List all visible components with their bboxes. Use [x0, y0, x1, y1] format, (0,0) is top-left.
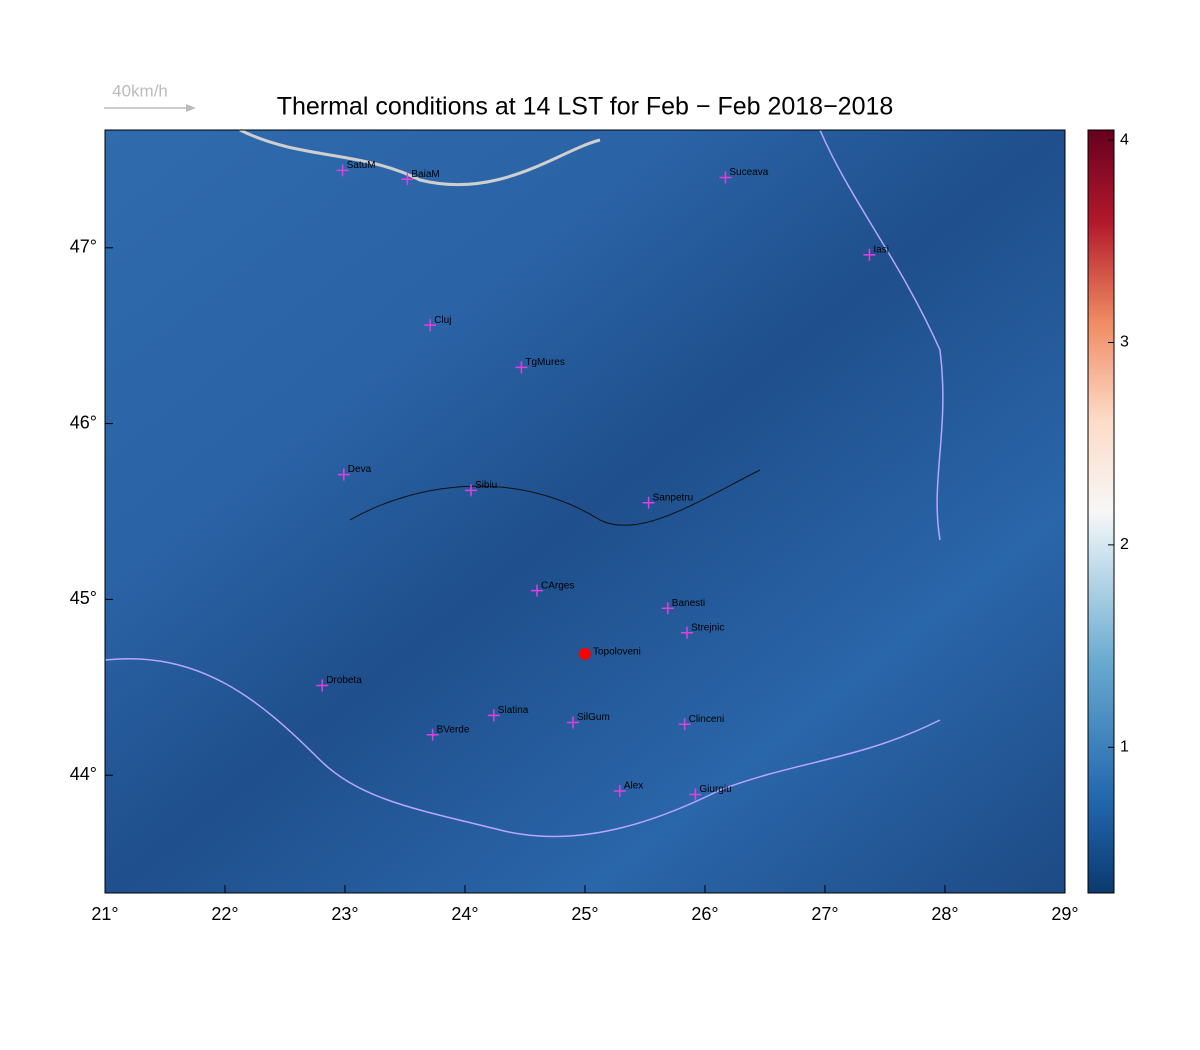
city-label: Strejnic: [691, 622, 724, 633]
colorbar-tick-label: 4: [1120, 131, 1129, 148]
city-label: BVerde: [437, 724, 470, 735]
y-tick-label: 45°: [70, 588, 97, 608]
city-marker: [689, 788, 702, 801]
city-marker: [337, 468, 350, 481]
city-label: Drobeta: [326, 675, 362, 686]
y-tick-label: 44°: [70, 764, 97, 784]
highlight-marker: [579, 647, 591, 660]
city-marker: [336, 164, 349, 177]
wind-legend-label: 40km/h: [112, 81, 168, 100]
wind-legend-arrowhead: [186, 104, 196, 112]
city-marker: [567, 716, 579, 729]
river-danube: [104, 658, 941, 838]
city-marker: [487, 709, 500, 722]
contour: [349, 469, 761, 526]
city-label: Suceava: [729, 167, 768, 178]
city-label: BaiaM: [411, 169, 439, 180]
city-label: Sibiu: [475, 480, 497, 491]
x-tick-label: 25°: [571, 904, 598, 924]
title: Thermal conditions at 14 LST for Feb − F…: [277, 93, 894, 121]
city-marker: [465, 484, 477, 497]
city-marker: [681, 626, 693, 639]
city-label: Alex: [624, 781, 643, 792]
city-label: Iasi: [873, 244, 889, 255]
colorbar-tick-label: 3: [1120, 334, 1129, 351]
x-tick-label: 24°: [451, 904, 478, 924]
city-marker: [661, 602, 674, 615]
city-marker: [316, 679, 329, 692]
city-marker: [642, 496, 655, 509]
city-marker: [863, 248, 876, 261]
city-label: Clinceni: [689, 714, 725, 725]
city-marker: [719, 171, 732, 184]
x-tick-label: 29°: [1051, 904, 1078, 924]
x-tick-label: 21°: [91, 904, 118, 924]
city-label: Deva: [348, 464, 372, 475]
border-prut: [819, 129, 944, 541]
x-tick-label: 26°: [691, 904, 718, 924]
city-marker: [613, 785, 626, 798]
city-label: CArges: [541, 580, 574, 591]
city-marker: [678, 718, 691, 731]
x-tick-label: 28°: [931, 904, 958, 924]
colorbar-tick-label: 2: [1120, 536, 1129, 553]
border: [239, 128, 601, 187]
y-tick-label: 47°: [70, 237, 97, 257]
colorbar-tick-label: 1: [1120, 738, 1129, 755]
x-tick-label: 27°: [811, 904, 838, 924]
colorbar: [1087, 129, 1115, 894]
x-tick-label: 23°: [331, 904, 358, 924]
city-label: Slatina: [498, 705, 529, 716]
city-label: Cluj: [434, 315, 451, 326]
city-marker: [531, 584, 543, 597]
city-marker: [515, 361, 528, 374]
city-marker: [424, 319, 437, 332]
y-tick-label: 46°: [70, 412, 97, 432]
highlight-label: Topoloveni: [593, 647, 641, 658]
city-label: SatuM: [347, 160, 376, 171]
city-label: Banesti: [672, 598, 705, 609]
city-label: Giurgiu: [699, 784, 731, 795]
city-label: TgMures: [525, 357, 564, 368]
city-label: Sanpetru: [653, 492, 694, 503]
city-marker: [426, 728, 439, 741]
x-tick-label: 22°: [211, 904, 238, 924]
city-marker: [401, 173, 414, 186]
city-label: SilGum: [577, 712, 610, 723]
